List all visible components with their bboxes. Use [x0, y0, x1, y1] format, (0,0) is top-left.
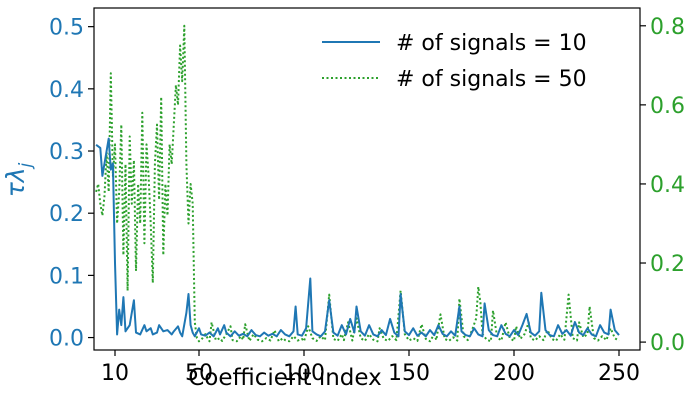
right-y-tick-label: 0.4 — [650, 173, 685, 198]
left-y-axis-title-subscript: j — [16, 162, 36, 169]
plot-area — [95, 24, 620, 343]
x-tick-label: 150 — [388, 361, 430, 386]
left-y-tick-label: 0.3 — [49, 140, 84, 165]
x-axis: 10 50 100 150 200 250 — [101, 350, 640, 386]
left-y-tick-label: 0.5 — [49, 16, 84, 41]
series-line-2 — [95, 24, 620, 343]
legend-label-series-1: # of signals = 10 — [396, 31, 587, 56]
left-y-tick-label: 0.4 — [49, 78, 84, 103]
series-line-1 — [95, 137, 620, 338]
x-tick-label: 100 — [283, 361, 325, 386]
right-y-tick-label: 0.8 — [650, 15, 685, 40]
left-y-tick-label: 0.1 — [49, 264, 84, 289]
x-tick-label: 250 — [598, 361, 640, 386]
right-y-tick-label: 0.0 — [650, 331, 685, 356]
left-y-tick-label: 0.2 — [49, 202, 84, 227]
left-y-tick-label: 0.0 — [49, 327, 84, 352]
left-y-axis: 0.0 0.1 0.2 0.3 0.4 0.5 — [49, 16, 94, 352]
plot-frame — [93, 7, 641, 351]
left-y-axis-title: τλj — [1, 162, 36, 197]
right-y-axis: 0.0 0.2 0.4 0.6 0.8 — [640, 15, 685, 356]
x-axis-title: Coefficient index — [188, 365, 382, 391]
left-y-axis-title-main: τλ — [1, 167, 30, 197]
right-y-tick-label: 0.2 — [650, 252, 685, 277]
legend: # of signals = 10 # of signals = 50 — [322, 31, 587, 92]
x-tick-label: 200 — [493, 361, 535, 386]
x-tick-label: 50 — [185, 361, 213, 386]
legend-label-series-2: # of signals = 50 — [396, 67, 587, 92]
right-y-tick-label: 0.6 — [650, 94, 685, 119]
x-tick-label: 10 — [101, 361, 129, 386]
